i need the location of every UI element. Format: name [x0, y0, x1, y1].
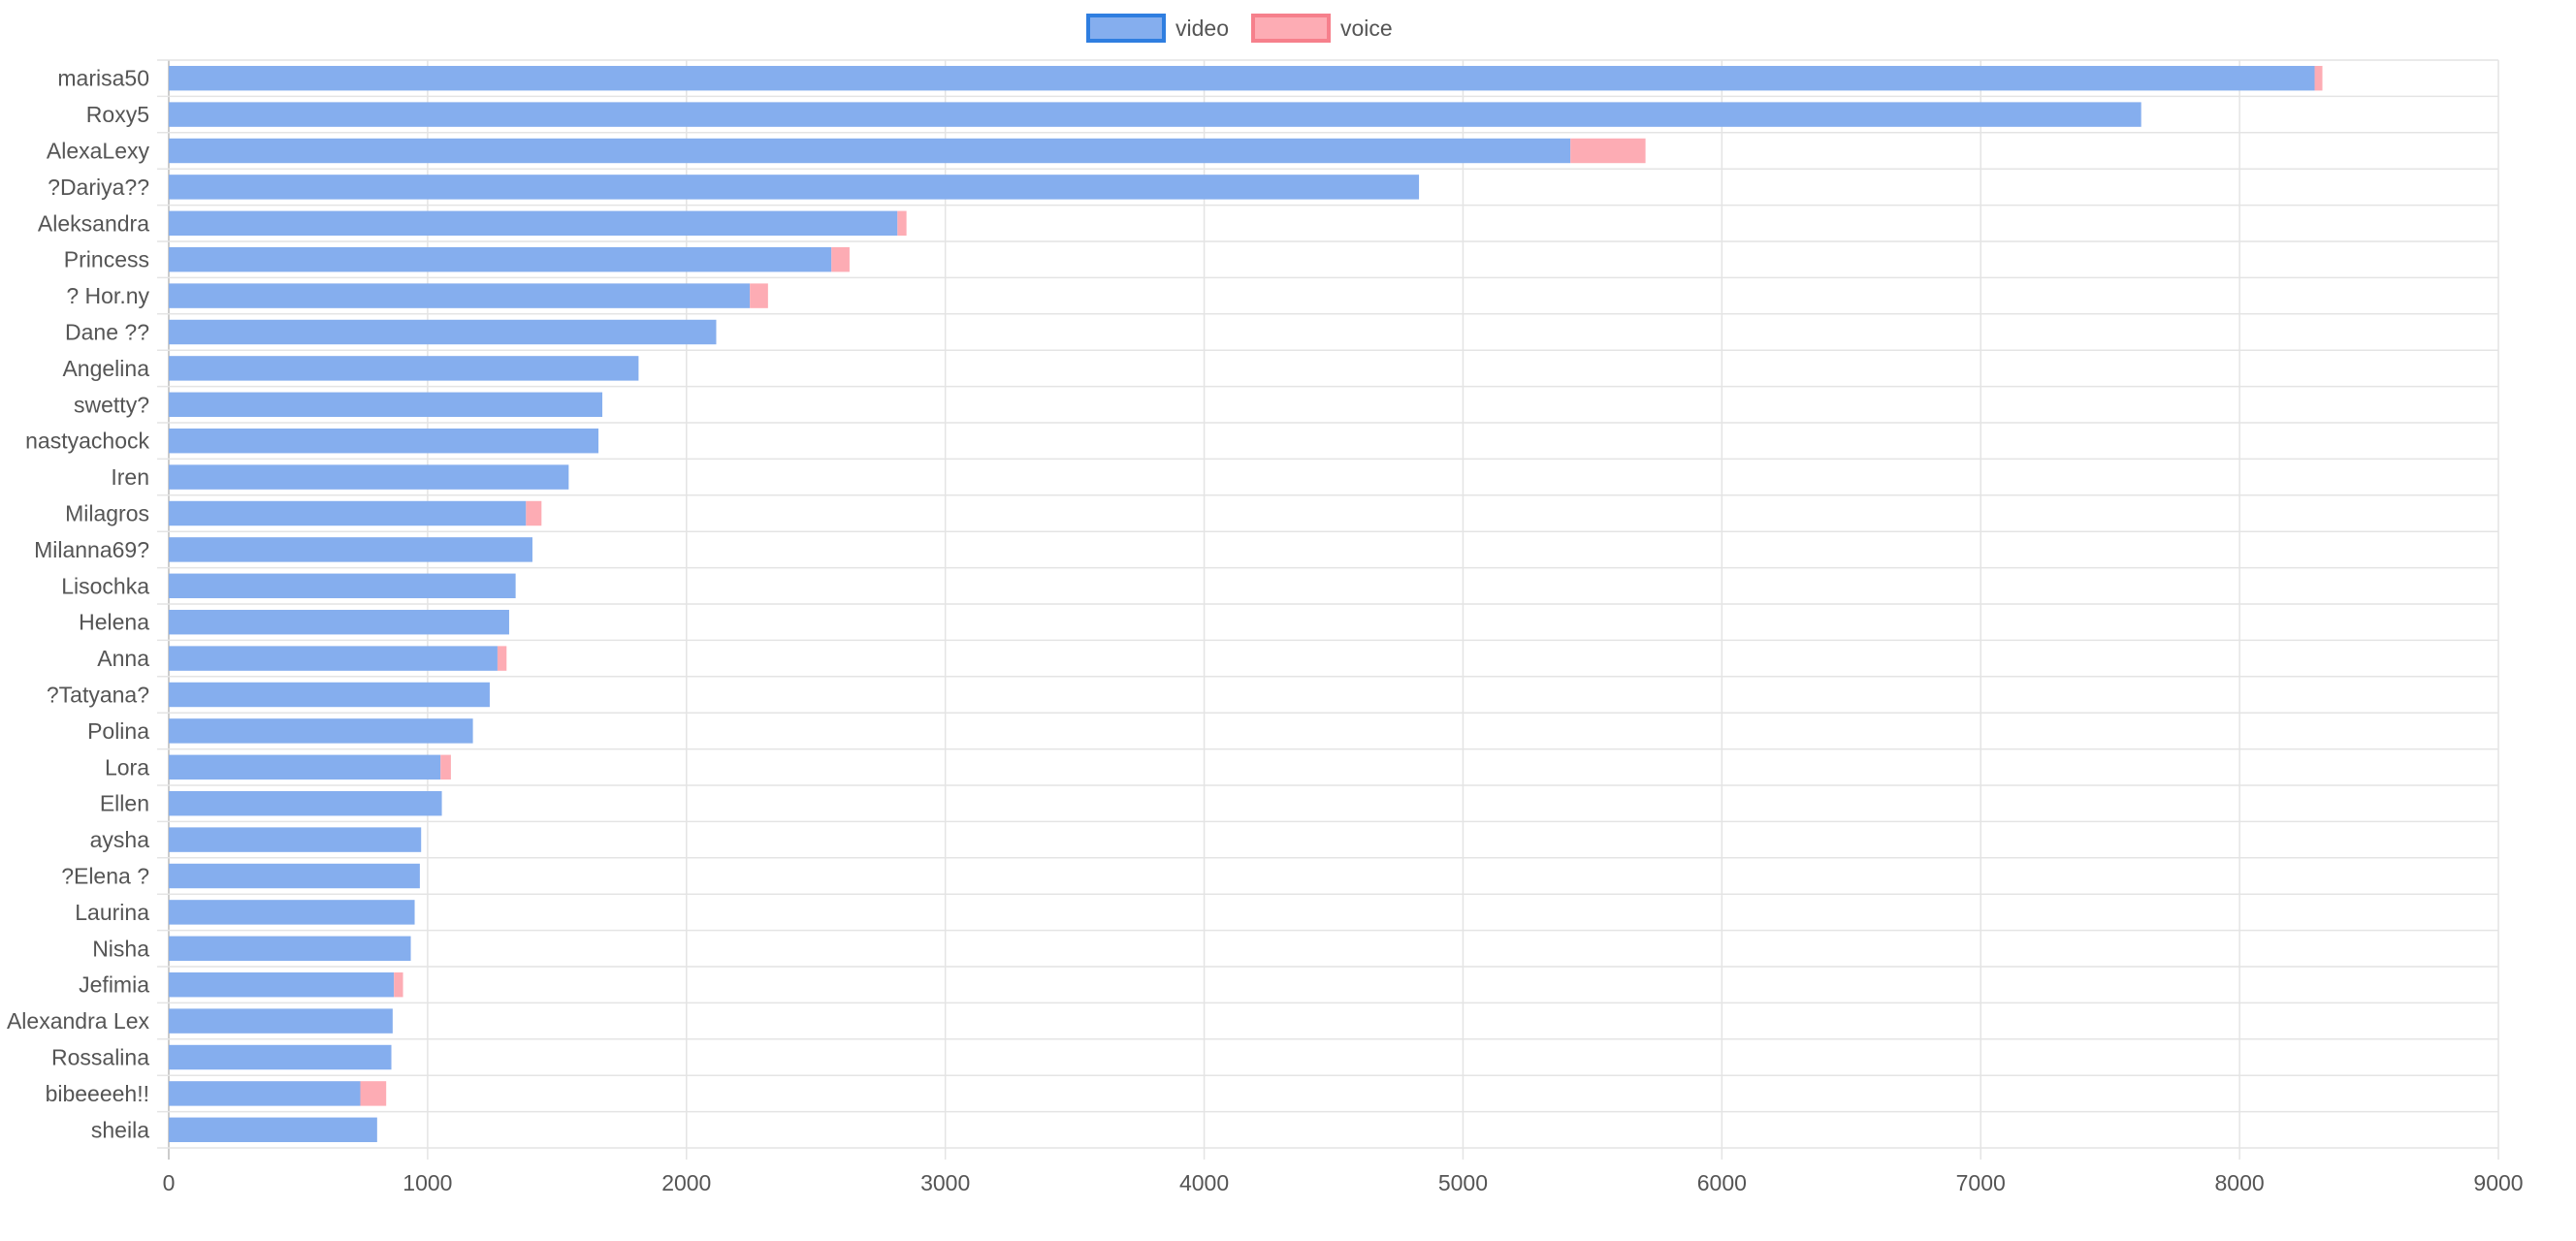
category-label: marisa50	[57, 66, 149, 91]
bar-voice[interactable]	[1570, 138, 1646, 164]
bar-video[interactable]	[169, 464, 569, 490]
category-label: AlexaLexy	[47, 139, 150, 164]
bar-video[interactable]	[169, 827, 422, 852]
category-label: Lora	[105, 754, 149, 780]
category-label: Roxy5	[86, 102, 149, 127]
category-label: Lisochka	[61, 573, 149, 598]
x-tick-label: 6000	[1697, 1170, 1747, 1195]
legend: video voice	[1086, 14, 1393, 43]
x-tick-label: 0	[163, 1170, 176, 1195]
category-label: nastyachock	[25, 429, 149, 454]
x-tick-label: 3000	[920, 1170, 970, 1195]
category-label: sheila	[91, 1117, 149, 1142]
bar-video[interactable]	[169, 356, 639, 381]
x-tick-label: 8000	[2215, 1170, 2265, 1195]
bars	[169, 65, 2323, 1143]
category-labels: marisa50 Roxy5 AlexaLexy ?Dariya?? Aleksandr…	[7, 66, 150, 1143]
category-label: Alexandra Lex	[7, 1008, 150, 1034]
bar-video[interactable]	[169, 102, 2141, 127]
category-label: Aleksandra	[38, 210, 149, 236]
category-label: Iren	[111, 464, 149, 490]
legend-swatch	[1251, 14, 1331, 43]
bar-voice[interactable]	[360, 1081, 387, 1106]
bar-video[interactable]	[169, 500, 527, 526]
legend-item-voice[interactable]: voice	[1251, 14, 1393, 43]
bar-voice[interactable]	[897, 210, 907, 237]
bar-video[interactable]	[169, 609, 509, 635]
bar-voice[interactable]	[2314, 65, 2323, 91]
bar-video[interactable]	[169, 138, 1571, 164]
category-label: swetty?	[74, 392, 149, 417]
bar-video[interactable]	[169, 283, 751, 308]
bar-video[interactable]	[169, 1044, 392, 1070]
category-label: ?Elena ?	[61, 864, 149, 889]
category-label: Ellen	[100, 791, 149, 816]
category-label: Dane ??	[65, 320, 149, 345]
category-label: Laurina	[75, 900, 149, 925]
bar-video[interactable]	[169, 319, 717, 345]
bar-voice[interactable]	[526, 500, 542, 526]
bar-voice[interactable]	[750, 283, 768, 308]
x-tick-label: 1000	[402, 1170, 452, 1195]
bar-video[interactable]	[169, 863, 420, 889]
category-label: Angelina	[62, 356, 149, 381]
bar-video[interactable]	[169, 646, 498, 671]
bar-video[interactable]	[169, 246, 832, 272]
bar-video[interactable]	[169, 900, 415, 925]
bar-video[interactable]	[169, 1008, 393, 1034]
x-tick-label: 4000	[1179, 1170, 1229, 1195]
category-label: aysha	[90, 827, 150, 852]
bar-video[interactable]	[169, 718, 473, 744]
legend-label: voice	[1340, 16, 1393, 41]
bar-video[interactable]	[169, 971, 395, 998]
bar-video[interactable]	[169, 1117, 377, 1143]
bar-voice[interactable]	[831, 246, 850, 272]
x-axis-ticks: 0 1000 2000 3000 4000 5000 6000 7000 8000 9000	[163, 1170, 2524, 1195]
bar-voice[interactable]	[497, 646, 507, 671]
category-label: bibeeeeh!!	[46, 1081, 149, 1106]
category-label: Rossalina	[51, 1045, 149, 1070]
legend-swatch	[1086, 14, 1166, 43]
x-tick-label: 7000	[1956, 1170, 2006, 1195]
x-tick-label: 9000	[2473, 1170, 2523, 1195]
bar-voice[interactable]	[440, 754, 451, 780]
category-label: Milagros	[65, 501, 149, 526]
category-label: Princess	[64, 247, 149, 272]
category-label: Polina	[87, 718, 149, 744]
category-label: Helena	[79, 610, 149, 635]
legend-label: video	[1175, 16, 1229, 41]
category-label: ?Tatyana?	[47, 683, 149, 708]
category-label: Anna	[97, 646, 149, 671]
bar-video[interactable]	[169, 537, 532, 562]
bar-video[interactable]	[169, 210, 898, 237]
x-tick-label: 5000	[1438, 1170, 1488, 1195]
category-label: Milanna69?	[34, 537, 149, 562]
category-label: ?Dariya??	[48, 175, 149, 200]
category-label: Jefimia	[79, 972, 149, 998]
category-label: ? Hor.ny	[66, 283, 149, 308]
bar-video[interactable]	[169, 573, 516, 599]
bar-video[interactable]	[169, 65, 2315, 91]
bar-video[interactable]	[169, 790, 442, 816]
bar-voice[interactable]	[394, 971, 403, 998]
bar-video[interactable]	[169, 392, 603, 418]
grid	[157, 59, 2499, 1160]
category-label: Nisha	[92, 936, 149, 961]
bar-video[interactable]	[169, 1081, 361, 1106]
bar-video[interactable]	[169, 682, 490, 708]
bar-video[interactable]	[169, 754, 441, 780]
bar-video[interactable]	[169, 428, 599, 454]
bar-video[interactable]	[169, 175, 1420, 200]
x-tick-label: 2000	[661, 1170, 711, 1195]
legend-item-video[interactable]: video	[1086, 14, 1229, 43]
bar-video[interactable]	[169, 936, 411, 962]
